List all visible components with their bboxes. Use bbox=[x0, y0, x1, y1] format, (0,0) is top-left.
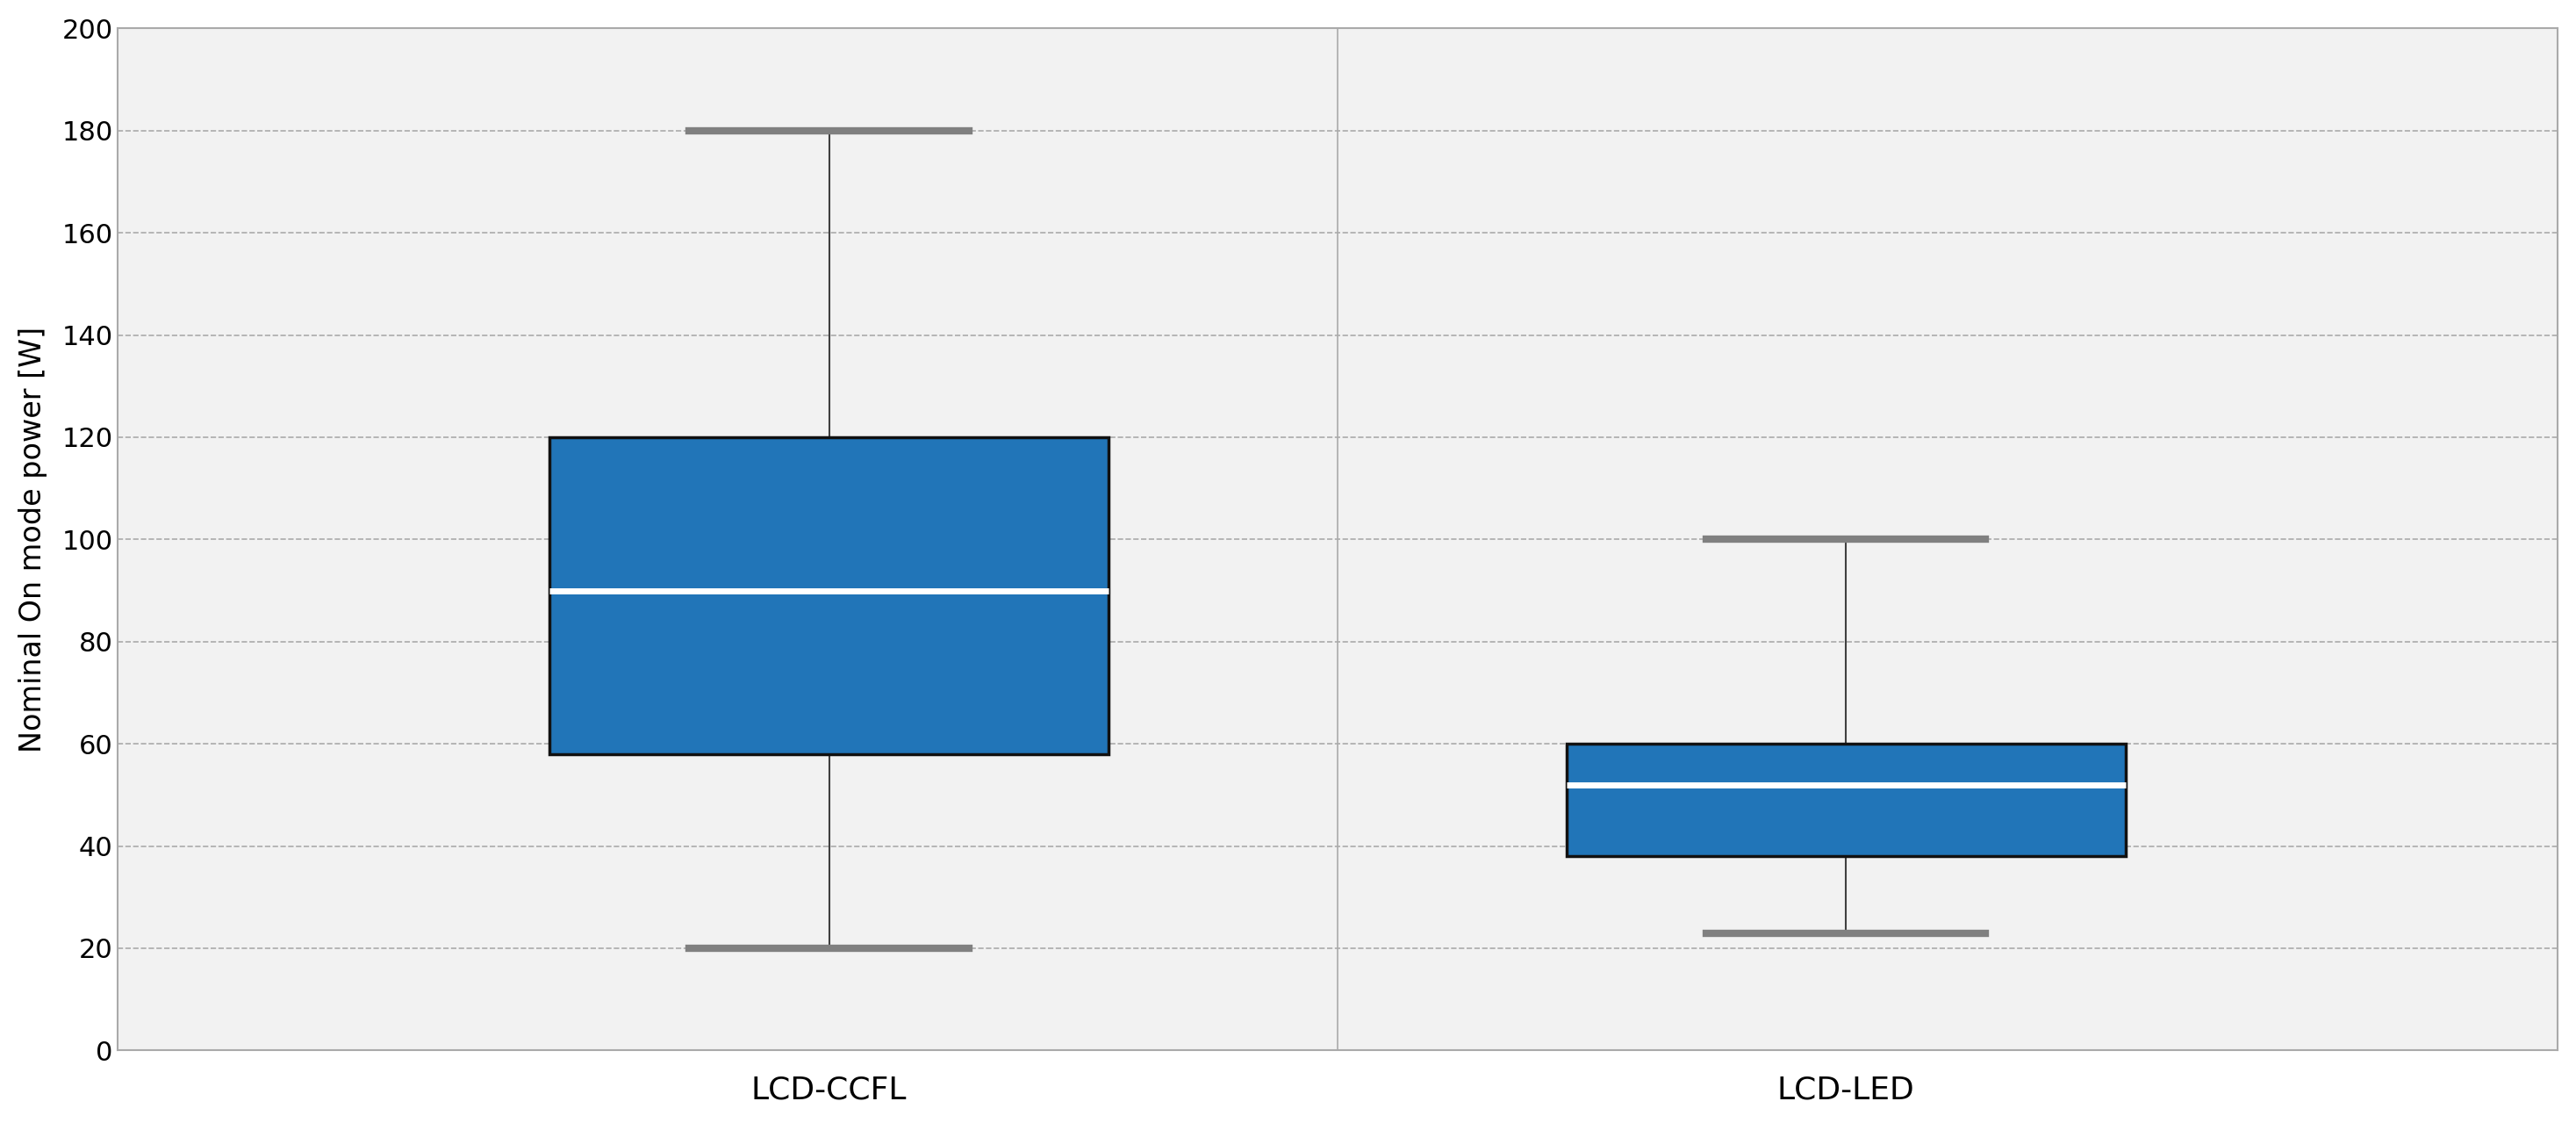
PathPatch shape bbox=[549, 437, 1108, 754]
Y-axis label: Nominal On mode power [W]: Nominal On mode power [W] bbox=[18, 327, 46, 752]
PathPatch shape bbox=[1566, 743, 2125, 856]
